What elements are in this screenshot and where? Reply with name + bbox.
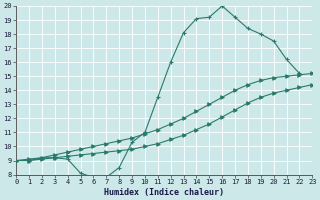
X-axis label: Humidex (Indice chaleur): Humidex (Indice chaleur) xyxy=(104,188,224,197)
